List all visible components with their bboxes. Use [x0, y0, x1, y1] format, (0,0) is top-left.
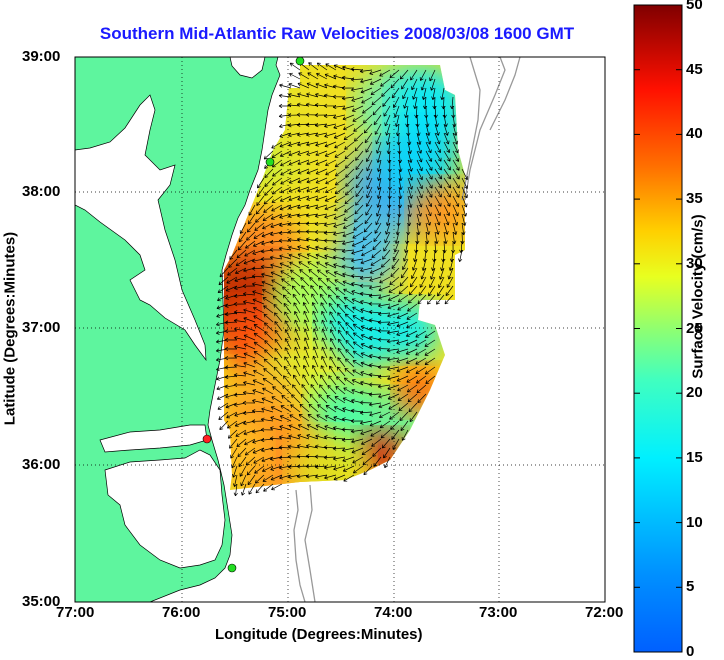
grid-lines: [75, 57, 605, 602]
colorbar-tick: 45: [686, 60, 703, 78]
y-tick: 35:00: [22, 593, 61, 610]
x-tick: 74:00: [374, 604, 413, 621]
y-tick: 37:00: [22, 319, 61, 336]
vector-arrows: [215, 62, 468, 497]
y-tick: 36:00: [22, 456, 61, 473]
colorbar-tick: 35: [686, 190, 703, 208]
y-tick: 38:00: [22, 183, 61, 200]
colorbar-tick: 25: [686, 319, 703, 337]
x-tick: 75:00: [268, 604, 307, 621]
colorbar-tick: 30: [686, 254, 703, 272]
y-tick: 39:00: [22, 48, 61, 65]
colorbar-label: Surface Velocity (cm/s): [689, 214, 707, 379]
x-tick: 77:00: [56, 604, 95, 621]
colorbar-tick: 10: [686, 513, 703, 531]
x-tick: 72:00: [585, 604, 624, 621]
x-tick: 73:00: [479, 604, 518, 621]
colorbar-gradient: [633, 4, 683, 653]
plot-frame: [74, 56, 606, 603]
isobaths: [293, 57, 521, 602]
x-tick: 76:00: [162, 604, 201, 621]
colorbar-tick: 40: [686, 125, 703, 143]
colorbar-tick: 5: [686, 578, 695, 596]
station-marker: [295, 57, 305, 66]
chart-title: Southern Mid-Atlantic Raw Velocities 200…: [99, 24, 575, 43]
colorbar-tick: 20: [686, 384, 703, 402]
colorbar-tick: 15: [686, 448, 703, 466]
station-marker-active: [202, 434, 212, 444]
pamlico-sound: [104, 449, 226, 569]
station-marker: [227, 563, 237, 573]
x-axis-label: Longitude (Degrees:Minutes): [215, 626, 423, 643]
colorbar-tick: 0: [686, 643, 695, 660]
station-marker: [265, 157, 275, 167]
delaware-inlet: [229, 57, 266, 79]
velocity-vectors: [215, 62, 468, 497]
colorbar-tick: 50: [686, 0, 703, 13]
chesapeake-bay: [75, 94, 207, 362]
